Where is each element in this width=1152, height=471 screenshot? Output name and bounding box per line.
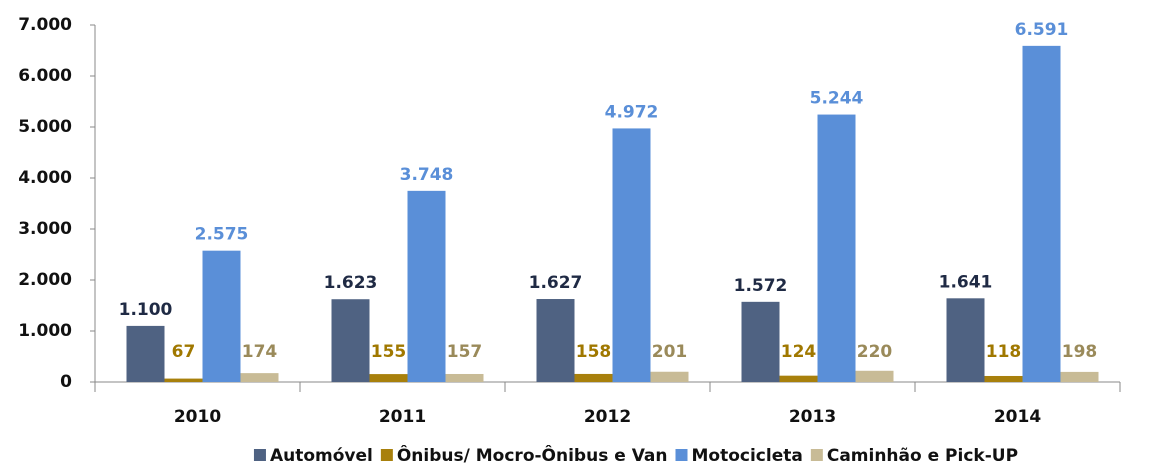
data-label: 6.591 xyxy=(1015,20,1069,40)
data-label: 1.627 xyxy=(529,273,583,293)
bar xyxy=(126,325,165,382)
x-tick-label: 2014 xyxy=(994,407,1041,427)
bar xyxy=(369,374,408,382)
legend-label: Ônibus/ Mocro-Ônibus e Van xyxy=(397,444,668,466)
bar xyxy=(445,373,484,382)
data-label: 220 xyxy=(857,342,893,362)
bar xyxy=(1022,45,1061,382)
bar xyxy=(779,375,818,382)
bar xyxy=(984,375,1023,382)
bar xyxy=(331,299,370,382)
bar xyxy=(407,190,446,382)
x-tick-label: 2012 xyxy=(584,407,631,427)
data-label: 155 xyxy=(371,342,407,362)
bar xyxy=(164,378,203,382)
y-tick-label: 5.000 xyxy=(18,117,72,137)
bar xyxy=(240,373,279,382)
y-tick-label: 7.000 xyxy=(18,15,72,35)
bar xyxy=(536,299,575,382)
bar xyxy=(817,114,856,382)
data-label: 157 xyxy=(447,342,483,362)
data-label: 1.623 xyxy=(324,273,378,293)
x-tick-label: 2011 xyxy=(379,407,426,427)
bar xyxy=(650,371,689,382)
data-label: 1.641 xyxy=(939,272,993,292)
data-label: 67 xyxy=(172,342,196,362)
y-tick-label: 0 xyxy=(60,372,72,392)
data-label: 198 xyxy=(1062,342,1098,362)
legend-label: Caminhão e Pick-UP xyxy=(827,446,1018,466)
x-tick-label: 2010 xyxy=(174,407,221,427)
legend-label: Motocicleta xyxy=(692,446,803,466)
data-label: 201 xyxy=(652,342,688,362)
bar xyxy=(855,370,894,382)
bar xyxy=(1060,371,1099,382)
y-tick-label: 1.000 xyxy=(18,321,72,341)
legend-swatch xyxy=(380,449,393,461)
data-label: 1.572 xyxy=(734,276,788,296)
data-label: 124 xyxy=(781,342,817,362)
data-label: 174 xyxy=(242,342,278,362)
bar xyxy=(612,128,651,382)
legend-swatch xyxy=(810,449,823,461)
y-tick-label: 3.000 xyxy=(18,219,72,239)
data-label: 2.575 xyxy=(195,225,249,245)
legend-label: Automóvel xyxy=(270,446,373,466)
x-tick-label: 2013 xyxy=(789,407,836,427)
legend-swatch xyxy=(253,449,266,461)
data-label: 118 xyxy=(986,342,1022,362)
bar xyxy=(741,301,780,382)
legend-swatch xyxy=(675,449,688,461)
y-tick-label: 6.000 xyxy=(18,66,72,86)
data-label: 158 xyxy=(576,342,612,362)
bar xyxy=(574,373,613,382)
y-tick-label: 2.000 xyxy=(18,270,72,290)
data-label: 4.972 xyxy=(605,102,659,122)
data-label: 1.100 xyxy=(119,300,173,320)
bar xyxy=(946,298,985,382)
data-label: 5.244 xyxy=(810,89,864,109)
bar xyxy=(202,250,241,382)
y-tick-label: 4.000 xyxy=(18,168,72,188)
data-label: 3.748 xyxy=(400,165,454,185)
